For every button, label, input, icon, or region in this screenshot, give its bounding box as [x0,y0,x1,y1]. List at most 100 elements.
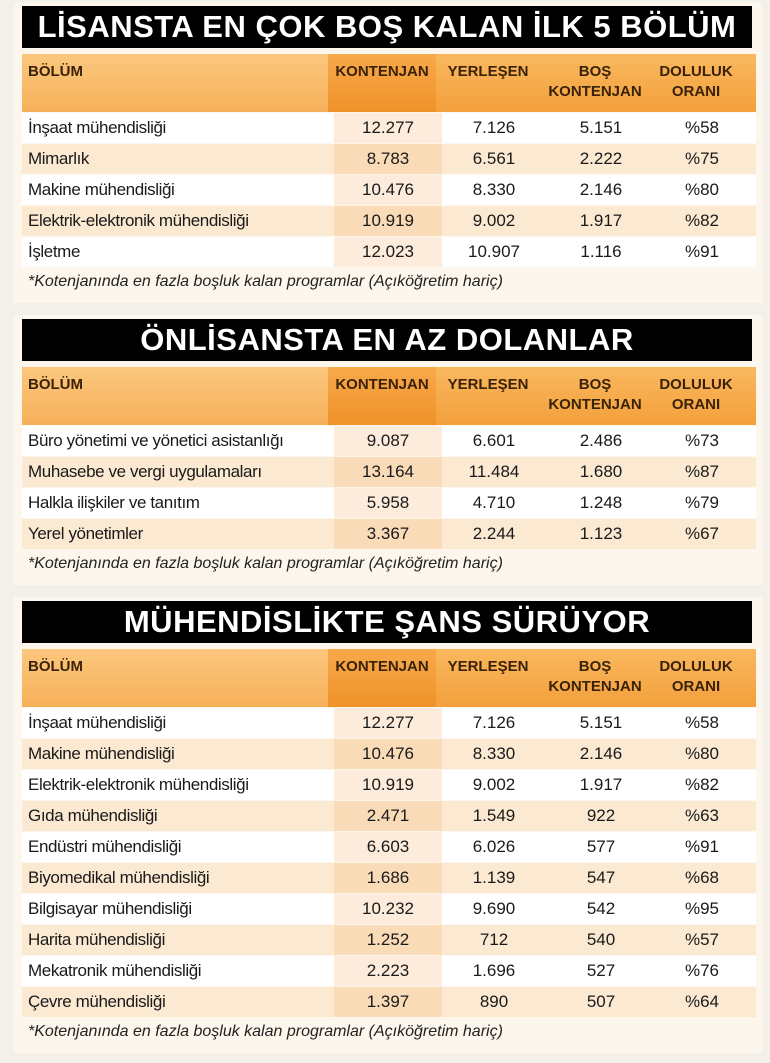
table-row: Makine mühendisliği 10.476 8.330 2.146 %80 [22,175,756,205]
table-cell: 12.277 [334,708,442,738]
table-cell: Makine mühendisliği [28,744,175,763]
column-header: DOLULUK ORANI [659,376,733,413]
table-body: Büro yönetimi ve yönetici asistanlığı 9.0… [22,426,756,549]
table-cell: 10.232 [334,894,442,924]
table-cell: 8.783 [334,144,442,174]
column-header: BOŞ KONTENJAN [548,63,642,100]
table-cell: 9.002 [472,211,516,230]
table-title: ÖNLİSANSTA EN AZ DOLANLAR [22,319,752,361]
table-body: İnşaat mühendisliği 12.277 7.126 5.151 %58 Ma… [22,708,756,1017]
table-cell: Biyomedikal mühendisliği [28,868,210,887]
table-cell: 8.330 [472,180,516,199]
table-cell: 1.123 [579,524,623,543]
table-panel: MÜHENDİSLİKTE ŞANS SÜRÜYOR BÖLÜM KONTENJAN… [14,597,762,1053]
table-cell: %87 [684,462,720,481]
table-cell: %80 [684,180,720,199]
table-row: Elektrik-elektronik mühendisliği 10.919 9.… [22,206,756,236]
column-header: YERLEŞEN [447,658,529,675]
table-cell: Elektrik-elektronik mühendisliği [28,211,249,230]
table-cell: 1.139 [472,868,516,887]
table-cell: Bilgisayar mühendisliği [28,899,192,918]
table-row: Endüstri mühendisliği 6.603 6.026 577 %91 [22,832,756,862]
table-cell: 712 [479,930,509,949]
table-cell: 12.277 [334,113,442,143]
table-cell: %58 [684,713,720,732]
table-header: BÖLÜM KONTENJAN YERLEŞEN BOŞ KONTENJAN DOLUL… [22,649,756,707]
column-header: KONTENJAN [328,367,436,425]
table-cell: 7.126 [472,118,516,137]
footnote: *Kotenjanında en fazla boşluk kalan prog… [28,555,503,572]
table-cell: 2.244 [472,524,516,543]
table-row: Mekatronik mühendisliği 2.223 1.696 527 %76 [22,956,756,986]
table-row: İnşaat mühendisliği 12.277 7.126 5.151 %58 [22,708,756,738]
table-cell: %58 [684,118,720,137]
table-row: Bilgisayar mühendisliği 10.232 9.690 542 %95 [22,894,756,924]
table-cell: Endüstri mühendisliği [28,837,182,856]
column-header: BOŞ KONTENJAN [548,376,642,413]
table-cell: %67 [684,524,720,543]
table-cell: %95 [684,899,720,918]
table-cell: Harita mühendisliği [28,930,165,949]
table-cell: Büro yönetimi ve yönetici asistanlığı [28,431,284,450]
table-cell: 1.696 [472,961,516,980]
table-cell: %57 [684,930,720,949]
table-cell: 890 [479,992,509,1011]
column-header: DOLULUK ORANI [659,63,733,100]
table-row: Büro yönetimi ve yönetici asistanlığı 9.0… [22,426,756,456]
table-cell: 3.367 [334,519,442,549]
column-header: KONTENJAN [328,649,436,707]
table-cell: 10.476 [334,175,442,205]
table-cell: 10.919 [334,770,442,800]
table-cell: %64 [684,992,720,1011]
table-row: Çevre mühendisliği 1.397 890 507 %64 [22,987,756,1017]
table-cell: İnşaat mühendisliği [28,713,166,732]
table-header: BÖLÜM KONTENJAN YERLEŞEN BOŞ KONTENJAN DOLUL… [22,367,756,425]
table-cell: 5.958 [334,488,442,518]
table-cell: 2.146 [579,744,623,763]
table-cell: %79 [684,493,720,512]
table-cell: Gıda mühendisliği [28,806,158,825]
table-cell: 1.252 [334,925,442,955]
table-row: Harita mühendisliği 1.252 712 540 %57 [22,925,756,955]
table-cell: 10.907 [468,242,520,261]
table-cell: %91 [684,837,720,856]
table-cell: 5.151 [579,118,623,137]
table-cell: 6.561 [472,149,516,168]
column-header: YERLEŞEN [447,63,529,80]
table-row: Elektrik-elektronik mühendisliği 10.919 9.… [22,770,756,800]
table-cell: 4.710 [472,493,516,512]
table-cell: Mekatronik mühendisliği [28,961,202,980]
table-cell: 542 [586,899,616,918]
table-cell: 1.116 [580,242,622,261]
table-cell: 2.471 [334,801,442,831]
table-cell: 507 [586,992,616,1011]
table-cell: %73 [684,431,720,450]
table-title: MÜHENDİSLİKTE ŞANS SÜRÜYOR [22,601,752,643]
table-cell: 527 [586,961,616,980]
table-cell: %63 [684,806,720,825]
table-cell: 540 [586,930,616,949]
footnote: *Kotenjanında en fazla boşluk kalan prog… [28,273,503,290]
table-row: Yerel yönetimler 3.367 2.244 1.123 %67 [22,519,756,549]
table-cell: 6.026 [472,837,516,856]
table-cell: 2.486 [579,431,623,450]
table-cell: İnşaat mühendisliği [28,118,166,137]
table-cell: Muhasebe ve vergi uygulamaları [28,462,262,481]
table-cell: Mimarlık [28,149,90,168]
column-header: YERLEŞEN [447,376,529,393]
table-cell: %76 [684,961,720,980]
table-cell: 9.087 [334,426,442,456]
table-cell: Makine mühendisliği [28,180,175,199]
table-cell: 547 [586,868,616,887]
table-cell: 1.248 [579,493,623,512]
table-cell: 922 [586,806,616,825]
column-header: DOLULUK ORANI [659,658,733,695]
table-cell: %68 [684,868,720,887]
column-header: BÖLÜM [22,54,328,112]
table-row: Biyomedikal mühendisliği 1.686 1.139 547 %68 [22,863,756,893]
table-cell: 12.023 [334,237,442,267]
table-cell: 1.917 [579,211,623,230]
table-row: Muhasebe ve vergi uygulamaları 13.164 11.4… [22,457,756,487]
footnote: *Kotenjanında en fazla boşluk kalan prog… [28,1023,503,1040]
table-cell: %82 [684,211,720,230]
